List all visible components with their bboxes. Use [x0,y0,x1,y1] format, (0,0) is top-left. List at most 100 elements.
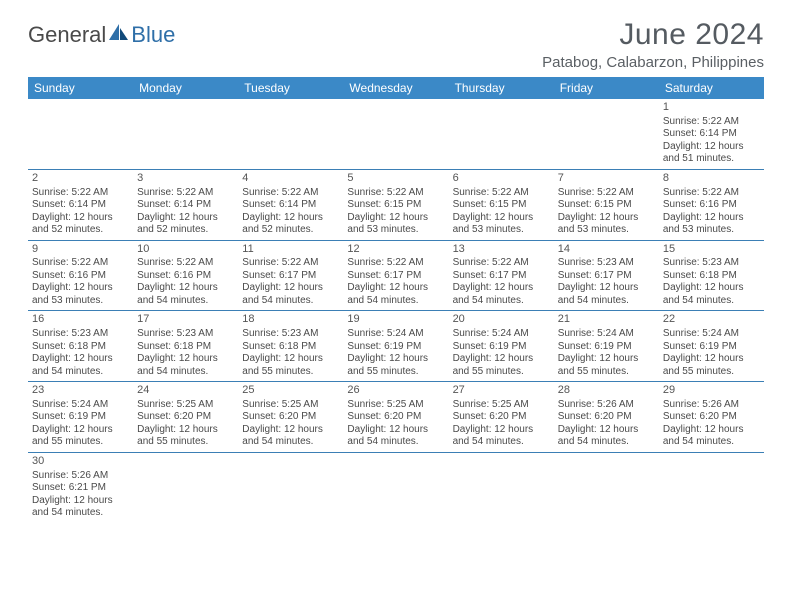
sunrise-line: Sunrise: 5:24 AM [663,328,760,341]
calendar-day: 18Sunrise: 5:23 AMSunset: 6:18 PMDayligh… [238,311,343,382]
sunset-line: Sunset: 6:17 PM [242,270,339,283]
sunrise-line: Sunrise: 5:23 AM [558,257,655,270]
sunrise-line: Sunrise: 5:22 AM [453,257,550,270]
calendar-day: 22Sunrise: 5:24 AMSunset: 6:19 PMDayligh… [659,311,764,382]
calendar-empty [343,452,448,522]
day-number: 17 [137,313,234,327]
calendar-day: 14Sunrise: 5:23 AMSunset: 6:17 PMDayligh… [554,240,659,311]
daylight-line: Daylight: 12 hours and 54 minutes. [347,282,444,307]
sunrise-line: Sunrise: 5:22 AM [453,187,550,200]
sunset-line: Sunset: 6:19 PM [663,341,760,354]
calendar-week: 30Sunrise: 5:26 AMSunset: 6:21 PMDayligh… [28,452,764,522]
calendar-day: 13Sunrise: 5:22 AMSunset: 6:17 PMDayligh… [449,240,554,311]
sunset-line: Sunset: 6:18 PM [663,270,760,283]
calendar-day: 16Sunrise: 5:23 AMSunset: 6:18 PMDayligh… [28,311,133,382]
calendar-week: 23Sunrise: 5:24 AMSunset: 6:19 PM Dayligh… [28,382,764,453]
sunrise-line: Sunrise: 5:22 AM [137,257,234,270]
sunrise-line: Sunrise: 5:24 AM [347,328,444,341]
sunrise-line: Sunrise: 5:22 AM [558,187,655,200]
daylight-line: Daylight: 12 hours and 54 minutes. [663,424,760,449]
sunrise-line: Sunrise: 5:25 AM [242,399,339,412]
sunrise-line: Sunrise: 5:24 AM [32,399,129,412]
daylight-line: Daylight: 12 hours and 55 minutes. [663,353,760,378]
day-number: 25 [242,384,339,398]
calendar-day: 21Sunrise: 5:24 AMSunset: 6:19 PMDayligh… [554,311,659,382]
daylight-line: Daylight: 12 hours and 54 minutes. [558,424,655,449]
calendar-day: 19Sunrise: 5:24 AMSunset: 6:19 PMDayligh… [343,311,448,382]
sunrise-line: Sunrise: 5:25 AM [453,399,550,412]
sunrise-line: Sunrise: 5:25 AM [347,399,444,412]
calendar-week: 1Sunrise: 5:22 AMSunset: 6:14 PMDaylight… [28,99,764,169]
day-number: 22 [663,313,760,327]
sunset-line: Sunset: 6:14 PM [32,199,129,212]
daylight-line: Daylight: 12 hours and 54 minutes. [558,282,655,307]
daylight-line: Daylight: 12 hours and 54 minutes. [347,424,444,449]
sunset-line: Sunset: 6:16 PM [663,199,760,212]
sunset-line: Sunset: 6:21 PM [32,482,129,495]
calendar-day: 17Sunrise: 5:23 AMSunset: 6:18 PMDayligh… [133,311,238,382]
daylight-line: Daylight: 12 hours and 54 minutes. [242,424,339,449]
sunset-line: Sunset: 6:20 PM [137,411,234,424]
calendar-day: 1Sunrise: 5:22 AMSunset: 6:14 PMDaylight… [659,99,764,169]
sunset-line: Sunset: 6:20 PM [242,411,339,424]
sunrise-line: Sunrise: 5:22 AM [137,187,234,200]
day-header: Friday [554,77,659,99]
day-number: 30 [32,455,129,469]
sunset-line: Sunset: 6:20 PM [453,411,550,424]
day-number: 24 [137,384,234,398]
calendar-day: 23Sunrise: 5:24 AMSunset: 6:19 PMDayligh… [28,382,133,453]
day-number: 14 [558,243,655,257]
sunrise-line: Sunrise: 5:24 AM [453,328,550,341]
daylight-line: Daylight: 12 hours and 53 minutes. [32,282,129,307]
calendar-day: 5Sunrise: 5:22 AMSunset: 6:15 PMDaylight… [343,169,448,240]
calendar-day: 28Sunrise: 5:26 AMSunset: 6:20 PMDayligh… [554,382,659,453]
logo: General Blue [28,18,175,48]
day-number: 6 [453,172,550,186]
day-number: 29 [663,384,760,398]
calendar-day: 10Sunrise: 5:22 AMSunset: 6:16 PMDayligh… [133,240,238,311]
calendar-day: 29Sunrise: 5:26 AMSunset: 6:20 PMDayligh… [659,382,764,453]
daylight-line: Daylight: 12 hours and 53 minutes. [347,212,444,237]
sunset-line: Sunset: 6:19 PM [32,411,129,424]
sunset-line: Sunset: 6:15 PM [347,199,444,212]
sunrise-line: Sunrise: 5:22 AM [347,187,444,200]
day-number: 18 [242,313,339,327]
sunset-line: Sunset: 6:14 PM [242,199,339,212]
calendar-week: 16Sunrise: 5:23 AMSunset: 6:18 PMDayligh… [28,311,764,382]
daylight-line: Daylight: 12 hours and 54 minutes. [137,282,234,307]
sunrise-line: Sunrise: 5:22 AM [242,257,339,270]
day-number: 23 [32,384,129,398]
calendar-empty [554,99,659,169]
sunset-line: Sunset: 6:14 PM [663,128,760,141]
day-header: Saturday [659,77,764,99]
calendar-day: 15Sunrise: 5:23 AMSunset: 6:18 PMDayligh… [659,240,764,311]
day-number: 12 [347,243,444,257]
day-number: 2 [32,172,129,186]
daylight-line: Daylight: 12 hours and 54 minutes. [453,424,550,449]
sunrise-line: Sunrise: 5:22 AM [663,187,760,200]
sunrise-line: Sunrise: 5:22 AM [32,257,129,270]
calendar-empty [554,452,659,522]
daylight-line: Daylight: 12 hours and 53 minutes. [663,212,760,237]
day-number: 10 [137,243,234,257]
day-header-row: SundayMondayTuesdayWednesdayThursdayFrid… [28,77,764,99]
day-number: 16 [32,313,129,327]
sunrise-line: Sunrise: 5:23 AM [663,257,760,270]
sunset-line: Sunset: 6:17 PM [558,270,655,283]
day-number: 9 [32,243,129,257]
sunrise-line: Sunrise: 5:23 AM [242,328,339,341]
sunrise-line: Sunrise: 5:24 AM [558,328,655,341]
day-number: 1 [663,101,760,115]
page-subtitle: Patabog, Calabarzon, Philippines [542,54,764,71]
daylight-line: Daylight: 12 hours and 53 minutes. [558,212,655,237]
day-number: 4 [242,172,339,186]
sunrise-line: Sunrise: 5:22 AM [663,116,760,129]
logo-sail-icon [108,22,130,42]
calendar-day: 25Sunrise: 5:25 AMSunset: 6:20 PMDayligh… [238,382,343,453]
calendar-day: 6Sunrise: 5:22 AMSunset: 6:15 PMDaylight… [449,169,554,240]
calendar-empty [238,452,343,522]
day-number: 21 [558,313,655,327]
day-header: Thursday [449,77,554,99]
day-number: 26 [347,384,444,398]
sunset-line: Sunset: 6:19 PM [558,341,655,354]
